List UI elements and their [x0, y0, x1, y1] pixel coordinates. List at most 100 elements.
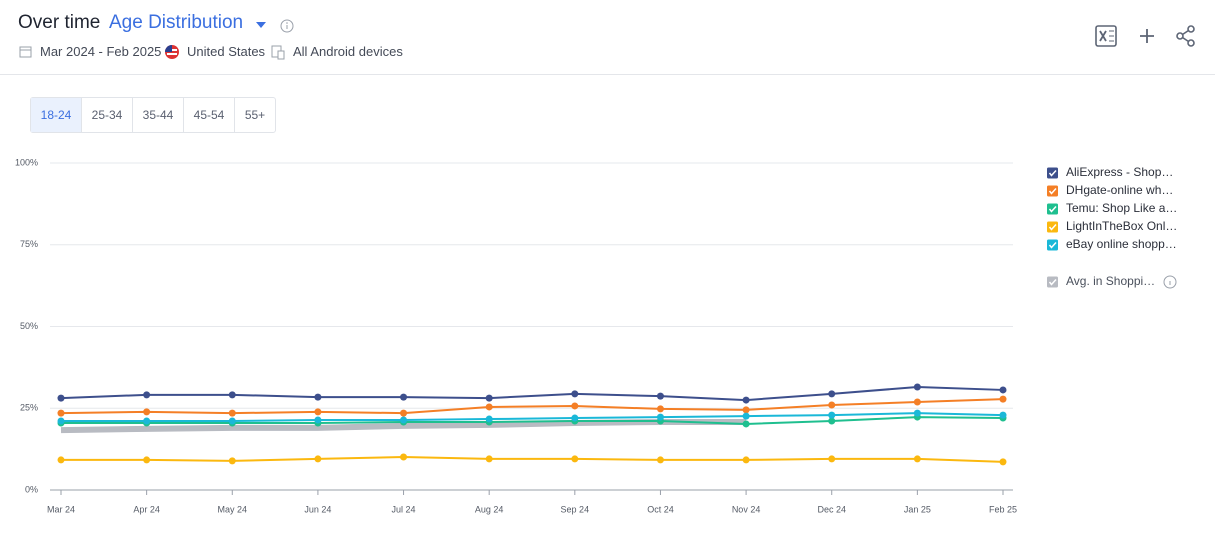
legend-checkbox: [1047, 203, 1058, 215]
data-point: [143, 391, 151, 399]
metric-icons: [256, 19, 294, 33]
data-point: [57, 394, 65, 402]
data-point: [913, 455, 921, 463]
legend-label: LightInTheBox Onl…: [1066, 219, 1177, 233]
legend-checkbox: [1047, 167, 1058, 179]
series-line: [60, 385, 1004, 402]
data-point: [314, 408, 322, 416]
legend-item[interactable]: eBay online shopp…: [1047, 237, 1177, 251]
metric: Age Distribution: [109, 12, 244, 33]
data-point: [143, 417, 151, 425]
devices: All Android devices: [293, 44, 403, 59]
x-tick-label: Mar 24: [47, 504, 75, 514]
data-point: [742, 456, 750, 464]
data-point: [485, 415, 493, 423]
legend-checkbox: [1047, 185, 1058, 197]
legend-item[interactable]: Avg. in Shoppi…: [1047, 274, 1177, 289]
header: Over time Age Distribution Mar 2024 - Fe…: [0, 0, 1215, 75]
data-point: [828, 417, 836, 425]
check-mark: [1048, 278, 1057, 286]
x-tick-label: Sep 24: [561, 504, 590, 514]
legend-item[interactable]: DHgate-online wh…: [1047, 183, 1173, 197]
data-point: [999, 458, 1007, 466]
x-tick-label: Apr 24: [133, 504, 160, 514]
data-point: [228, 409, 236, 417]
check-mark: [1048, 205, 1057, 213]
data-point: [913, 398, 921, 406]
data-point: [571, 455, 579, 463]
data-point: [742, 406, 750, 414]
data-point: [57, 409, 65, 417]
age-tab[interactable]: 55+: [244, 108, 266, 122]
calendar-icon: [19, 46, 32, 58]
share-button[interactable]: [1176, 25, 1195, 47]
x-tick-label: Jun 24: [304, 504, 331, 514]
legend-item[interactable]: AliExpress - Shop…: [1047, 165, 1173, 179]
check-mark: [1048, 169, 1057, 177]
x-tick-label: Aug 24: [475, 504, 504, 514]
data-point: [143, 408, 151, 416]
data-point: [913, 383, 921, 391]
data-point: [656, 405, 664, 413]
data-point: [485, 403, 493, 411]
legend-item[interactable]: Temu: Shop Like a…: [1047, 201, 1177, 215]
data-point: [228, 457, 236, 465]
data-point: [57, 456, 65, 464]
check-mark: [1048, 241, 1057, 249]
data-point: [314, 393, 322, 401]
y-tick-label: 25%: [20, 403, 38, 413]
average-line: [60, 418, 747, 434]
data-point: [485, 455, 493, 463]
metric-dropdown[interactable]: Age Distribution: [109, 12, 243, 34]
x-tick-label: Jan 25: [904, 504, 931, 514]
x-tick-label: Feb 25: [989, 504, 1017, 514]
info-icon: [1163, 275, 1177, 289]
check-mark: [1048, 187, 1057, 195]
x-tick-label: Oct 24: [647, 504, 674, 514]
x-tick-label: May 24: [218, 504, 248, 514]
x-tick-label: Jul 24: [392, 504, 416, 514]
data-point: [828, 411, 836, 419]
data-point: [999, 386, 1007, 394]
y-tick-label: 100%: [15, 157, 38, 167]
flag-icon: [165, 45, 179, 59]
series-line: [61, 412, 1004, 423]
age-tab[interactable]: 18-24: [31, 98, 82, 132]
data-point: [400, 416, 408, 424]
legend-label: Temu: Shop Like a…: [1066, 201, 1177, 215]
data-point: [400, 393, 408, 401]
data-point: [742, 412, 750, 420]
data-point: [314, 455, 322, 463]
data-point: [656, 456, 664, 464]
data-point: [314, 416, 322, 424]
data-point: [656, 413, 664, 421]
legend-checkbox: [1047, 239, 1058, 251]
excel-button[interactable]: [1095, 25, 1117, 47]
data-point: [999, 395, 1007, 403]
age-tab[interactable]: 45-54: [184, 98, 235, 132]
age-tab[interactable]: 35-44: [133, 98, 184, 132]
data-point: [828, 390, 836, 398]
device-icon: [271, 45, 285, 60]
legend-label: eBay online shopp…: [1066, 237, 1177, 251]
series-line: [60, 398, 1004, 415]
x-tick-label: Nov 24: [732, 504, 761, 514]
age-tab[interactable]: 25-34: [82, 98, 133, 132]
country: United States: [187, 44, 266, 59]
legend-checkbox: [1047, 221, 1058, 233]
data-point: [485, 394, 493, 402]
data-point: [828, 455, 836, 463]
x-tick-label: Dec 24: [817, 504, 846, 514]
data-point: [999, 411, 1007, 419]
data-point: [571, 414, 579, 422]
legend-label: AliExpress - Shop…: [1066, 165, 1173, 179]
y-tick-label: 75%: [20, 239, 38, 249]
data-point: [742, 420, 750, 428]
y-tick-label: 0%: [25, 484, 38, 494]
legend-item[interactable]: LightInTheBox Onl…: [1047, 219, 1177, 233]
data-point: [656, 392, 664, 400]
add-button[interactable]: [1140, 29, 1154, 43]
y-tick-label: 50%: [20, 321, 38, 331]
data-point: [57, 417, 65, 425]
